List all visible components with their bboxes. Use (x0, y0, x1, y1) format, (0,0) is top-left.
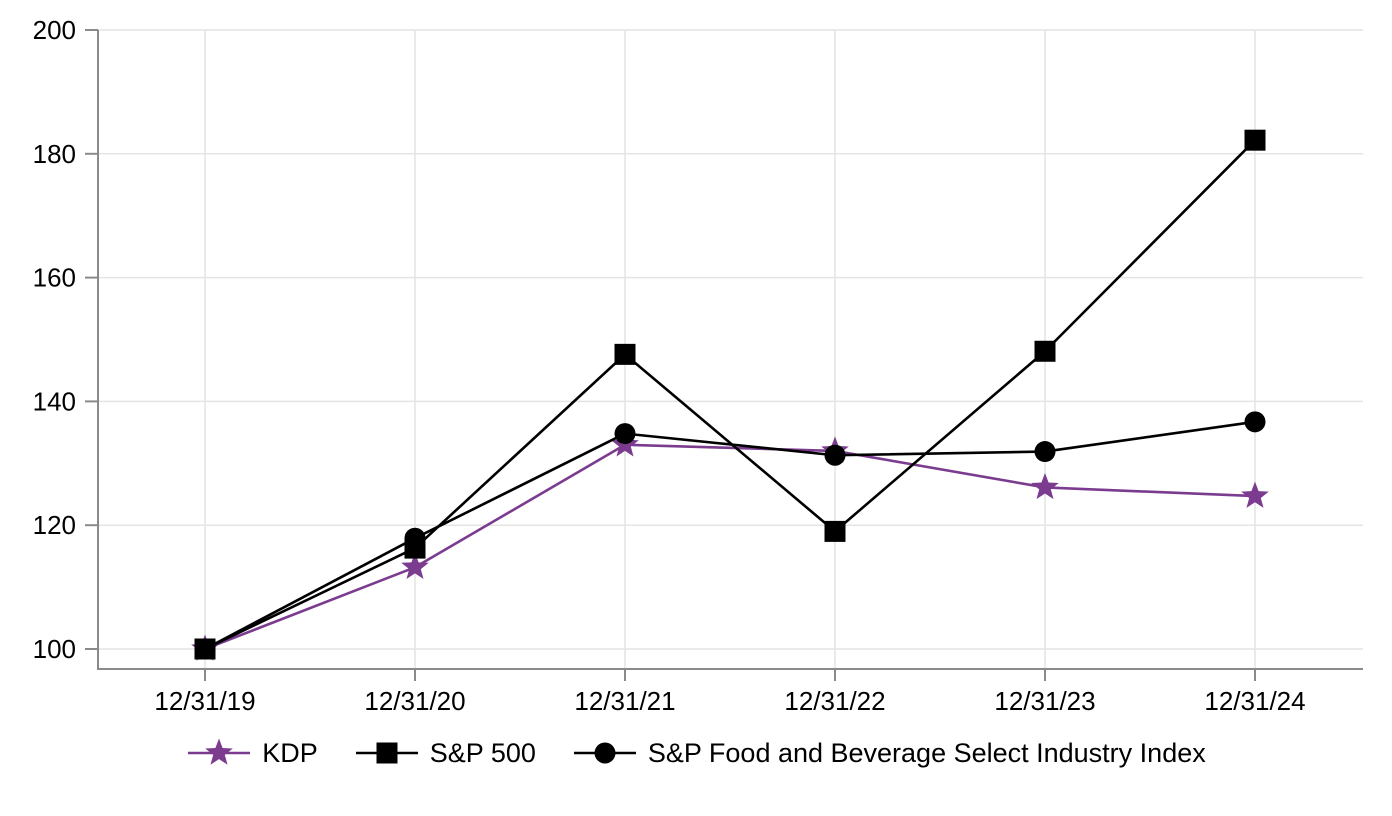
y-tick-label: 120 (33, 510, 76, 540)
x-tick-label: 12/31/19 (154, 686, 255, 716)
y-tick-label: 100 (33, 634, 76, 664)
gridlines (98, 29, 1363, 669)
food-beverage-circle-line-icon (573, 742, 636, 764)
chart-legend: KDP S&P 500 S&P Food and Beverage Select… (0, 736, 1392, 770)
legend-label-kdp: KDP (262, 737, 318, 768)
y-tick-label: 140 (33, 386, 76, 416)
x-tick-label: 12/31/23 (994, 686, 1095, 716)
x-tick-label: 12/31/21 (574, 686, 675, 716)
legend-label-sp500: S&P 500 (429, 737, 536, 768)
x-tick-label: 12/31/22 (784, 686, 885, 716)
y-tick-label: 160 (33, 263, 76, 293)
performance-line-chart: 100 120 140 160 180 200 12/31/19 12/31/20 12/31/… (33, 15, 1363, 716)
series-s-p-food-and-beverage-select-industry-index (194, 411, 1266, 660)
kdp-star-line-icon (188, 738, 251, 765)
series-kdp (191, 430, 1269, 661)
axis-labels: 100 120 140 160 180 200 12/31/19 12/31/20 12/31/… (33, 15, 1306, 716)
axes (85, 29, 1363, 681)
x-tick-label: 12/31/24 (1204, 686, 1305, 716)
x-tick-label: 12/31/20 (364, 686, 465, 716)
y-tick-label: 200 (33, 15, 76, 45)
y-tick-label: 180 (33, 139, 76, 169)
series-s-p-500 (194, 129, 1266, 660)
legend-label-food-beverage-index: S&P Food and Beverage Select Industry In… (647, 737, 1206, 768)
legend-item-sp500: S&P 500 (354, 736, 536, 770)
legend-item-kdp: KDP (186, 736, 318, 770)
legend-item-food-beverage-index: S&P Food and Beverage Select Industry In… (572, 736, 1206, 770)
sp500-square-line-icon (355, 742, 418, 764)
